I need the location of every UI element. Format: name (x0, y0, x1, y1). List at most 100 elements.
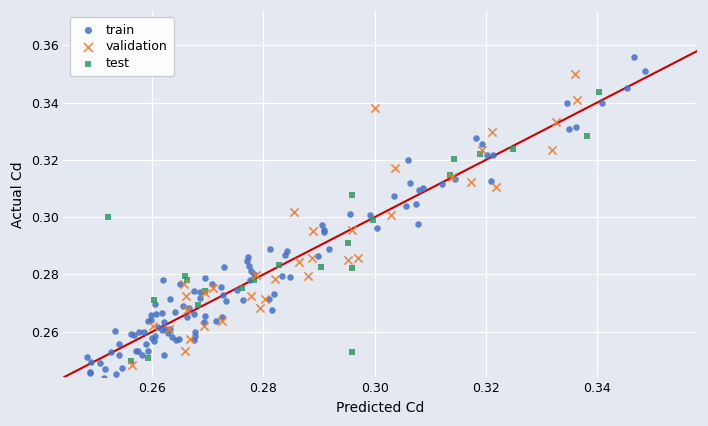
train (98, 374, 109, 381)
train (110, 371, 122, 377)
test (474, 150, 486, 157)
train (264, 245, 275, 252)
train (188, 337, 200, 343)
train (242, 254, 253, 261)
train (195, 289, 206, 296)
test (346, 192, 358, 199)
train (215, 284, 227, 291)
validation (180, 292, 191, 299)
test (448, 155, 459, 162)
train (266, 307, 278, 314)
train (389, 193, 400, 200)
train (94, 360, 105, 367)
validation (571, 97, 583, 104)
test (179, 273, 190, 279)
validation (185, 336, 196, 343)
train (175, 281, 186, 288)
train (163, 330, 174, 337)
train (436, 181, 447, 187)
train (217, 292, 229, 299)
Legend: train, validation, test: train, validation, test (69, 17, 174, 76)
train (199, 312, 210, 319)
train (244, 276, 256, 283)
validation (389, 165, 401, 172)
train (324, 245, 335, 252)
validation (216, 318, 227, 325)
test (248, 277, 259, 284)
test (581, 133, 593, 140)
validation (180, 348, 191, 355)
train (564, 125, 575, 132)
train (142, 347, 153, 354)
train (221, 298, 232, 305)
test (347, 348, 358, 355)
train (570, 124, 581, 130)
test (367, 216, 379, 223)
train (189, 311, 200, 317)
train (134, 328, 145, 335)
validation (385, 212, 396, 219)
train (319, 227, 330, 233)
train (243, 262, 254, 269)
train (157, 276, 169, 283)
validation (487, 129, 498, 135)
test (192, 302, 203, 308)
train (241, 257, 253, 264)
validation (181, 306, 193, 313)
train (280, 252, 291, 259)
validation (259, 296, 270, 302)
train (160, 325, 171, 332)
validation (200, 289, 211, 296)
train (216, 313, 227, 320)
validation (246, 293, 257, 299)
train (152, 323, 164, 330)
validation (466, 178, 477, 185)
train (210, 318, 222, 325)
train (125, 331, 137, 338)
train (450, 176, 461, 182)
train (99, 366, 110, 373)
validation (126, 362, 137, 368)
train (147, 335, 158, 342)
train (411, 200, 422, 207)
train (109, 328, 120, 334)
train (640, 68, 651, 75)
validation (199, 323, 210, 330)
train (85, 359, 96, 366)
train (128, 331, 139, 338)
validation (346, 226, 358, 233)
train (198, 319, 210, 325)
validation (446, 174, 457, 181)
train (316, 222, 328, 228)
train (141, 340, 152, 347)
validation (147, 322, 159, 329)
train (194, 294, 205, 301)
train (189, 328, 200, 335)
validation (476, 147, 488, 153)
train (173, 336, 185, 343)
train (136, 352, 147, 359)
train (166, 334, 178, 341)
train (344, 211, 355, 218)
train (164, 296, 176, 302)
train (130, 347, 142, 354)
train (138, 329, 149, 336)
test (143, 354, 154, 361)
validation (270, 275, 281, 282)
train (400, 203, 411, 210)
test (102, 214, 113, 221)
test (199, 287, 210, 294)
train (85, 368, 96, 375)
test (593, 88, 605, 95)
validation (569, 71, 581, 78)
test (445, 172, 456, 178)
train (365, 212, 376, 219)
train (156, 309, 167, 316)
validation (307, 228, 319, 235)
train (178, 302, 189, 309)
validation (551, 118, 562, 125)
test (236, 285, 248, 292)
train (206, 281, 217, 288)
train (105, 349, 117, 356)
train (169, 308, 181, 315)
